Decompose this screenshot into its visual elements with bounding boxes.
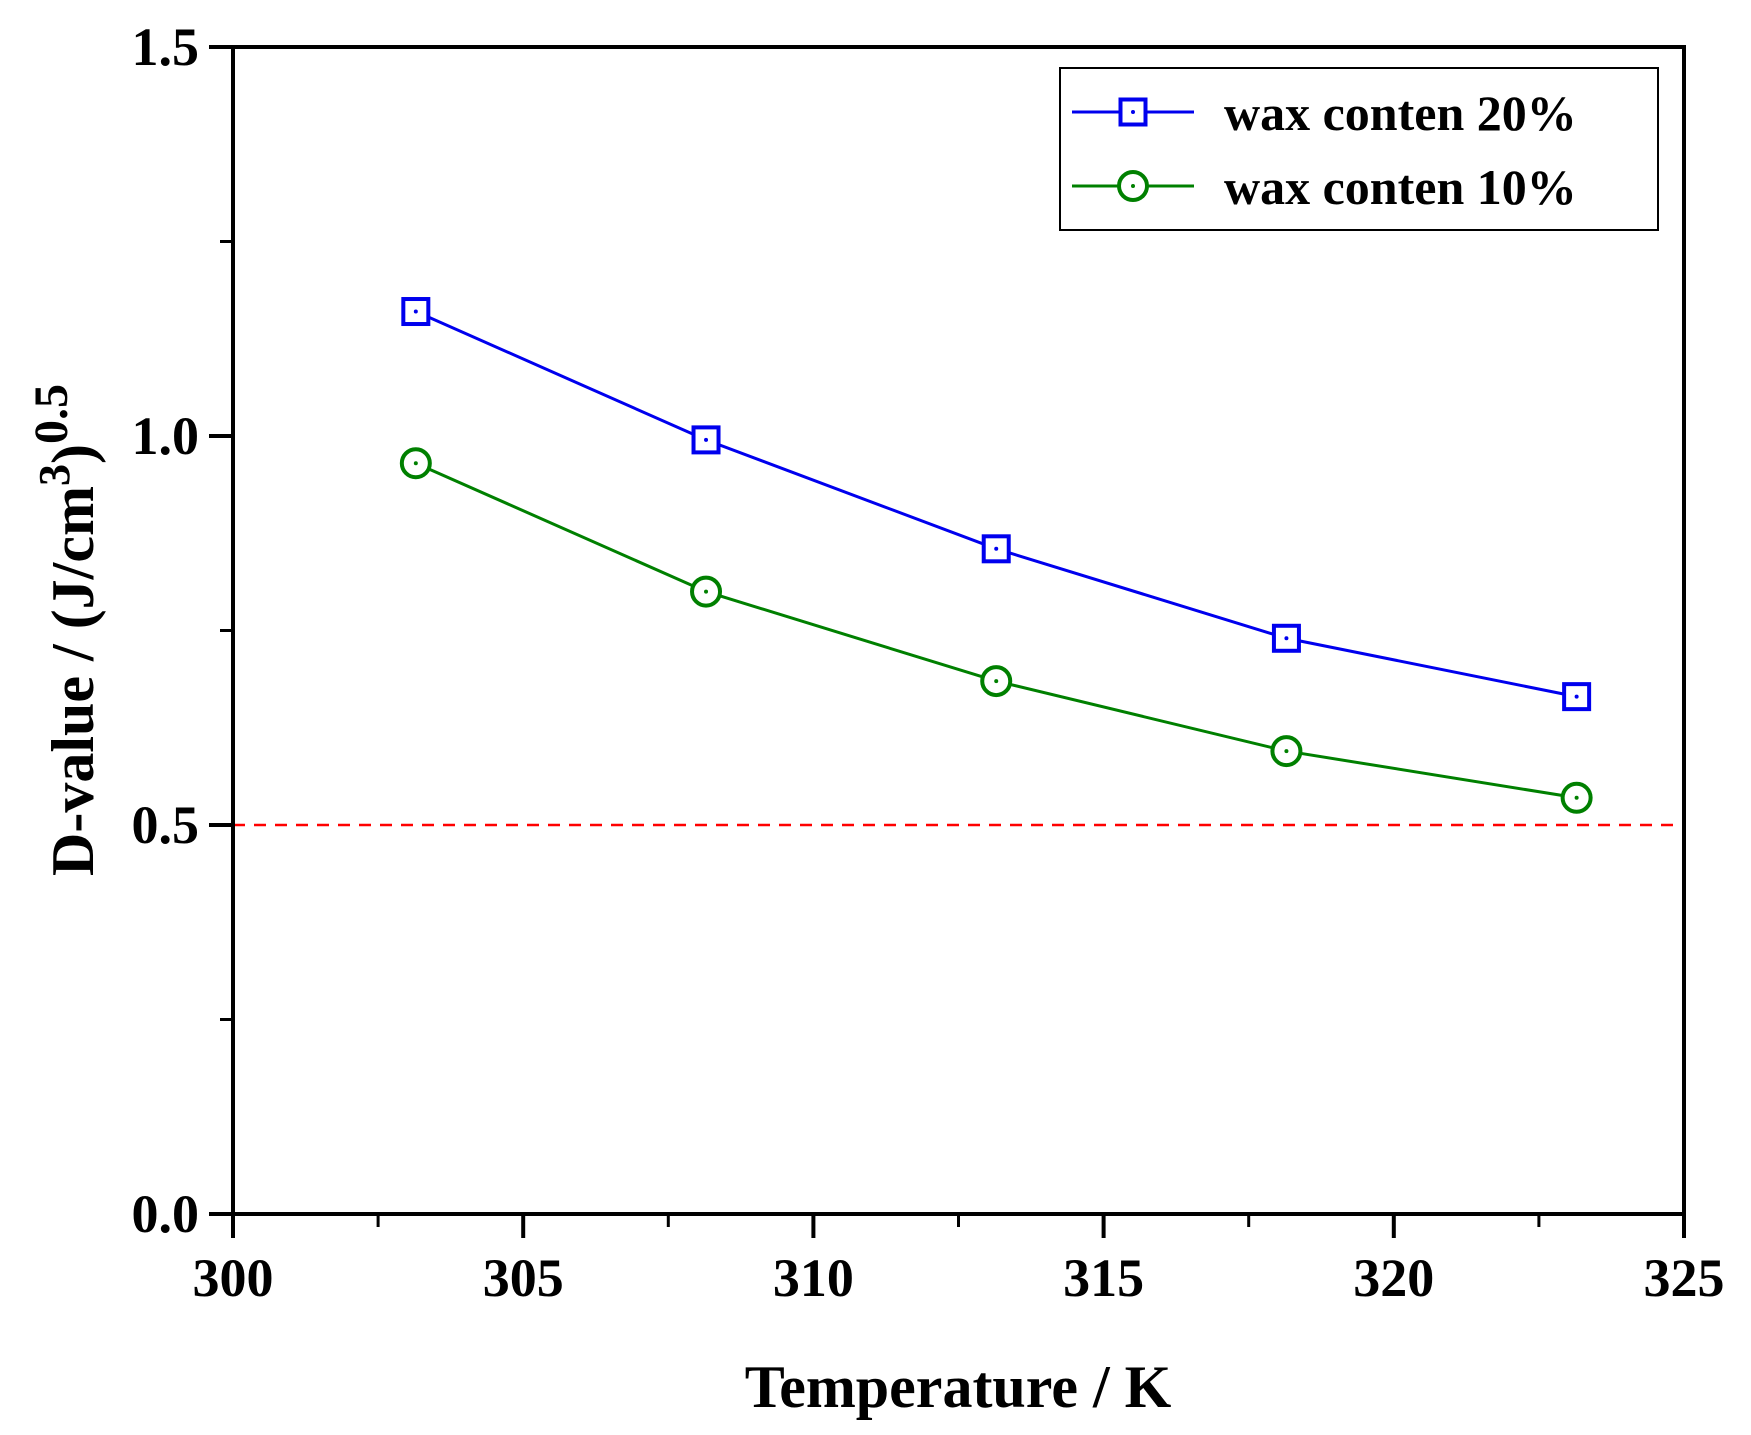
marker-center-dot — [413, 461, 418, 466]
x-tick-label: 300 — [193, 1248, 274, 1308]
series-line-1 — [415, 310, 1577, 699]
data-point — [980, 665, 1013, 698]
y-axis-label-sup1: 3 — [30, 464, 79, 486]
marker-center-dot — [1131, 110, 1135, 114]
y-axis-label-close: ) — [40, 444, 106, 464]
data-point — [399, 447, 432, 480]
marker-center-dot — [994, 679, 999, 684]
x-tick-label: 310 — [773, 1248, 854, 1308]
data-point — [981, 534, 1011, 564]
series-line-2 — [415, 461, 1577, 800]
data-point — [1562, 682, 1592, 712]
legend-box — [1059, 67, 1659, 231]
x-axis-label: Temperature / K — [745, 1354, 1172, 1420]
data-point — [690, 575, 723, 608]
data-point — [691, 425, 721, 455]
x-tick-label: 320 — [1353, 1248, 1434, 1308]
marker-center-dot — [704, 589, 709, 594]
marker-center-dot — [1574, 694, 1579, 699]
marker-square — [1271, 623, 1301, 653]
y-tick-label: 1.0 — [132, 406, 200, 466]
marker-center-dot — [1131, 184, 1135, 188]
data-point — [1560, 781, 1593, 814]
legend-marker — [1118, 97, 1148, 127]
legend-label: wax conten 20% — [1224, 85, 1577, 141]
y-axis-label: D-value / (J/cm3)0.5 — [25, 384, 106, 876]
data-point — [1271, 623, 1301, 653]
x-tick-label: 325 — [1644, 1248, 1725, 1308]
y-tick-label: 1.5 — [132, 17, 200, 77]
data-point — [1270, 735, 1303, 768]
x-tick-label: 315 — [1063, 1248, 1144, 1308]
data-point — [401, 297, 431, 327]
y-tick-label: 0.0 — [132, 1184, 200, 1244]
marker-center-dot — [1284, 636, 1289, 641]
marker-center-dot — [1284, 749, 1289, 754]
legend-marker — [1117, 170, 1149, 202]
x-tick-label: 305 — [483, 1248, 564, 1308]
y-axis-label-main: D-value / (J/cm — [40, 486, 106, 876]
marker-center-dot — [1574, 795, 1579, 800]
y-tick-label: 0.5 — [132, 795, 200, 855]
marker-center-dot — [704, 437, 709, 442]
legend: wax conten 20% wax conten 10% — [1059, 67, 1659, 231]
legend-label: wax conten 10% — [1224, 159, 1577, 215]
marker-center-dot — [994, 546, 999, 551]
y-axis-label-sup2: 0.5 — [25, 384, 78, 444]
marker-square — [981, 534, 1011, 564]
marker-center-dot — [413, 309, 418, 314]
